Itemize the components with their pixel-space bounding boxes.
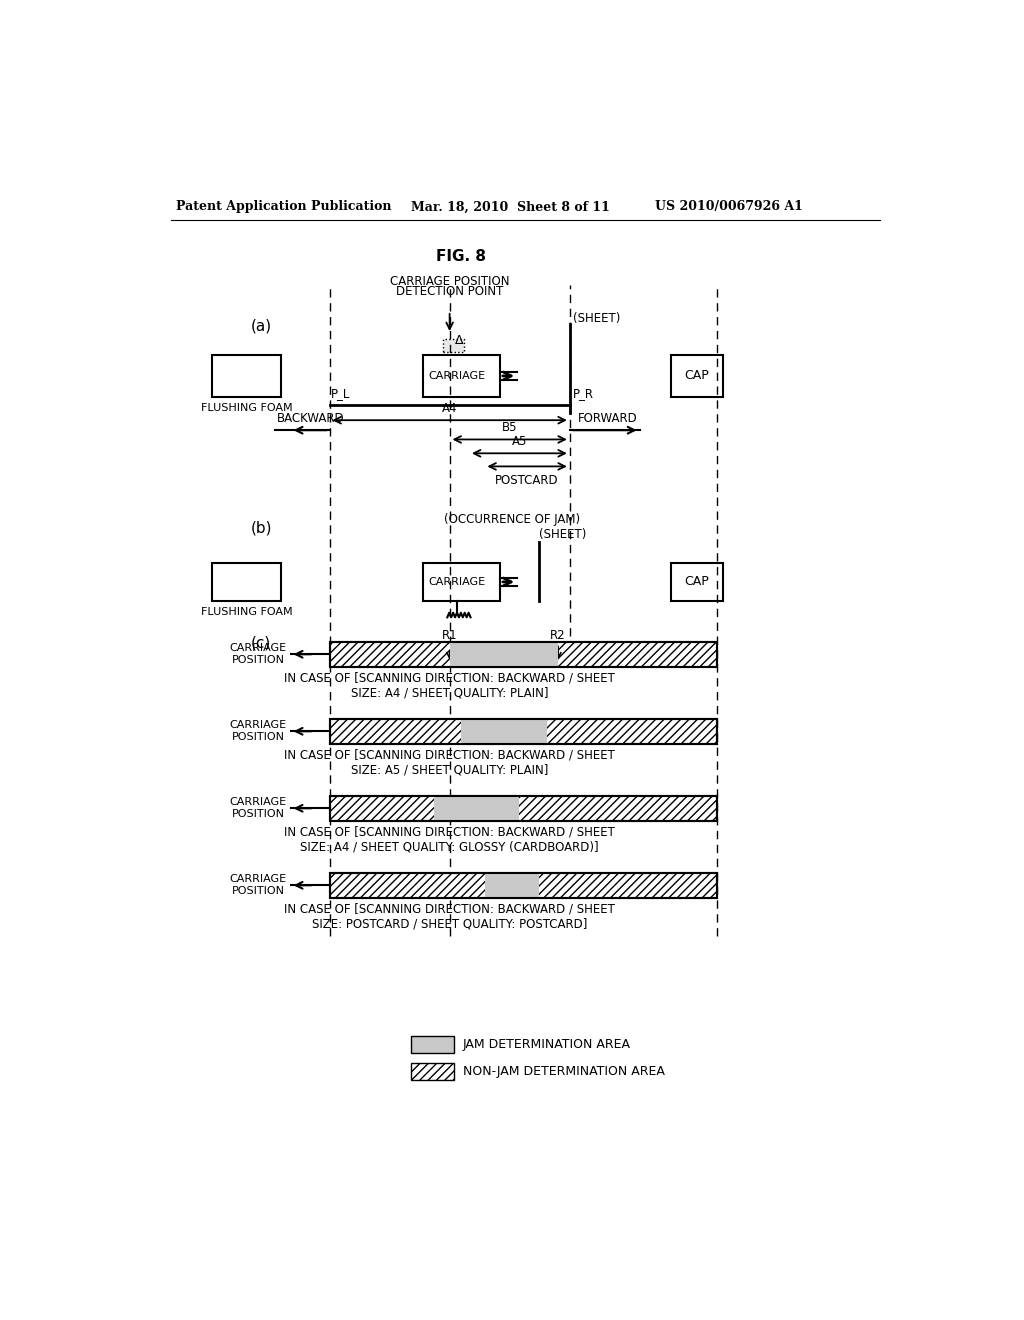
Text: (SHEET): (SHEET): [539, 528, 586, 541]
Text: Δ: Δ: [449, 642, 457, 655]
Text: CARRIAGE POSITION: CARRIAGE POSITION: [390, 275, 509, 288]
Bar: [671, 355, 723, 397]
Text: CAP: CAP: [684, 370, 710, 383]
Text: IN CASE OF [SCANNING DIRECTION: BACKWARD / SHEET
SIZE: A5 / SHEET QUALITY: PLAIN: IN CASE OF [SCANNING DIRECTION: BACKWARD…: [285, 748, 615, 776]
Text: FIG. 8: FIG. 8: [436, 249, 486, 264]
Bar: [330, 719, 717, 743]
Bar: [330, 642, 717, 667]
Text: (b): (b): [251, 520, 272, 536]
Text: FLUSHING FOAM: FLUSHING FOAM: [201, 607, 293, 616]
Bar: [330, 796, 717, 821]
Text: IN CASE OF [SCANNING DIRECTION: BACKWARD / SHEET
SIZE: A4 / SHEET QUALITY: GLOSS: IN CASE OF [SCANNING DIRECTION: BACKWARD…: [285, 825, 615, 853]
Text: R1: R1: [441, 630, 458, 643]
Bar: [423, 355, 500, 397]
Text: CAP: CAP: [684, 576, 710, 589]
Text: Patent Application Publication: Patent Application Publication: [176, 201, 391, 214]
Text: POSTCARD: POSTCARD: [496, 474, 559, 487]
Bar: [461, 719, 547, 743]
Text: FORWARD: FORWARD: [579, 412, 638, 425]
Text: DETECTION POINT: DETECTION POINT: [396, 285, 504, 298]
Bar: [434, 796, 519, 821]
Text: R2: R2: [550, 630, 566, 643]
Text: CARRIAGE
POSITION: CARRIAGE POSITION: [229, 643, 287, 665]
Text: (c): (c): [251, 636, 270, 651]
Bar: [212, 562, 282, 601]
Bar: [442, 339, 464, 352]
Text: BACKWARD: BACKWARD: [276, 412, 344, 425]
Text: CARRIAGE
POSITION: CARRIAGE POSITION: [229, 721, 287, 742]
Text: (OCCURRENCE OF JAM): (OCCURRENCE OF JAM): [443, 513, 580, 527]
Text: CARRIAGE
POSITION: CARRIAGE POSITION: [229, 874, 287, 896]
Bar: [411, 1063, 454, 1080]
Bar: [330, 873, 717, 898]
Bar: [411, 1036, 454, 1053]
Text: US 2010/0067926 A1: US 2010/0067926 A1: [655, 201, 803, 214]
Text: PPR: PPR: [473, 643, 495, 656]
Text: NON-JAM DETERMINATION AREA: NON-JAM DETERMINATION AREA: [463, 1065, 665, 1078]
Bar: [212, 355, 282, 397]
Bar: [671, 562, 723, 601]
Text: CARRIAGE: CARRIAGE: [429, 577, 486, 587]
Text: A4: A4: [442, 401, 458, 414]
Text: P_R: P_R: [572, 387, 594, 400]
Text: Mar. 18, 2010  Sheet 8 of 11: Mar. 18, 2010 Sheet 8 of 11: [411, 201, 609, 214]
Text: IN CASE OF [SCANNING DIRECTION: BACKWARD / SHEET
SIZE: POSTCARD / SHEET QUALITY:: IN CASE OF [SCANNING DIRECTION: BACKWARD…: [285, 903, 615, 931]
Text: P_L: P_L: [331, 387, 350, 400]
Bar: [484, 873, 539, 898]
Bar: [423, 562, 500, 601]
Text: Δ: Δ: [455, 334, 463, 347]
Bar: [330, 719, 717, 743]
Bar: [330, 873, 717, 898]
Text: A5: A5: [512, 434, 527, 447]
Text: JAM DETERMINATION AREA: JAM DETERMINATION AREA: [463, 1038, 631, 1051]
Text: B5: B5: [502, 421, 517, 434]
Text: FLUSHING FOAM: FLUSHING FOAM: [201, 403, 293, 413]
Text: CARRIAGE
POSITION: CARRIAGE POSITION: [229, 797, 287, 820]
Bar: [330, 796, 717, 821]
Bar: [450, 642, 558, 667]
Bar: [449, 645, 465, 657]
Bar: [330, 642, 717, 667]
Text: (SHEET): (SHEET): [572, 312, 621, 325]
Text: IN CASE OF [SCANNING DIRECTION: BACKWARD / SHEET
SIZE: A4 / SHEET QUALITY: PLAIN: IN CASE OF [SCANNING DIRECTION: BACKWARD…: [285, 671, 615, 700]
Text: CARRIAGE: CARRIAGE: [429, 371, 486, 381]
Text: (a): (a): [251, 318, 271, 334]
